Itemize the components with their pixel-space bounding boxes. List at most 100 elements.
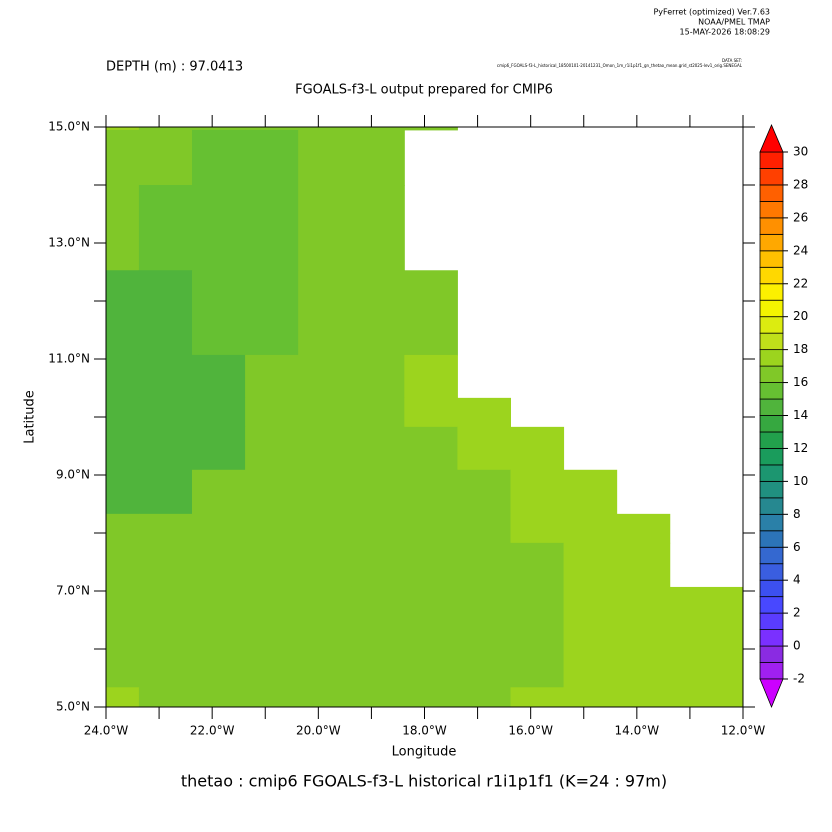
cell <box>138 185 193 271</box>
colorbar-label: 6 <box>793 540 801 554</box>
cell <box>563 586 618 688</box>
colorbar-label: 2 <box>793 606 801 620</box>
cell <box>106 127 140 131</box>
cell <box>138 354 193 399</box>
cell <box>106 469 140 515</box>
colorbar-label: 8 <box>793 507 801 521</box>
cell <box>298 127 352 131</box>
cell <box>669 586 744 688</box>
x-tick-label: 18.0°W <box>402 724 447 738</box>
cell <box>298 397 352 428</box>
colorbar-box <box>759 563 784 581</box>
colorbar-box <box>759 398 784 416</box>
cell <box>351 513 405 544</box>
cell <box>351 129 405 186</box>
y-axis-title: Latitude <box>23 390 38 444</box>
cell <box>191 586 246 688</box>
cell <box>510 513 565 544</box>
cell <box>404 469 458 515</box>
colorbar-box <box>759 448 784 466</box>
cell <box>404 542 458 588</box>
colorbar-label: 14 <box>793 408 808 422</box>
dataset-label: DATA SET: <box>722 58 742 63</box>
x-tick-label: 12.0°W <box>721 724 766 738</box>
y-tick-label: 13.0°N <box>48 236 90 250</box>
colorbar-box <box>759 612 784 630</box>
cell <box>298 185 352 271</box>
colorbar-over <box>759 123 784 153</box>
cell <box>510 469 565 515</box>
cell <box>351 270 405 356</box>
cell <box>351 127 405 131</box>
cell <box>298 270 352 356</box>
colorbar-box <box>759 184 784 202</box>
cell <box>669 687 744 708</box>
cell <box>106 129 140 186</box>
cell <box>404 426 458 471</box>
cell <box>351 185 405 271</box>
cell <box>298 129 352 186</box>
cell <box>245 127 299 131</box>
header-line: PyFerret (optimized) Ver.7.63 <box>653 8 770 17</box>
y-tick-label: 7.0°N <box>56 584 90 598</box>
cell <box>245 469 299 515</box>
cell <box>138 513 193 544</box>
colorbar-label: 26 <box>793 210 808 224</box>
colorbar-box <box>759 530 784 548</box>
cell <box>404 586 458 688</box>
cell <box>298 426 352 471</box>
cell <box>245 129 299 186</box>
colorbar-box <box>759 299 784 318</box>
footer: thetao : cmip6 FGOALS-f3-L historical r1… <box>181 772 667 791</box>
cell <box>191 354 246 399</box>
cell <box>138 586 193 688</box>
colorbar-box <box>759 645 784 663</box>
colorbar-box <box>759 266 784 285</box>
y-tick-label: 9.0°N <box>56 468 90 482</box>
cell <box>563 513 618 544</box>
x-tick-label: 16.0°W <box>508 724 553 738</box>
colorbar-label: 24 <box>793 243 808 257</box>
cell <box>616 513 671 544</box>
cell <box>106 513 140 544</box>
cell <box>106 397 140 428</box>
colorbar-box <box>759 662 784 680</box>
cell <box>245 270 299 356</box>
y-tick-label: 5.0°N <box>56 700 90 714</box>
cell <box>298 469 352 515</box>
x-tick-label: 14.0°W <box>615 724 660 738</box>
colorbar-label: -2 <box>793 672 805 686</box>
cell <box>298 687 352 708</box>
cell <box>138 129 193 186</box>
cell <box>191 513 246 544</box>
cell <box>404 513 458 544</box>
cell <box>351 354 405 399</box>
cell <box>351 469 405 515</box>
cell <box>510 426 565 471</box>
colorbar-label: 18 <box>793 342 808 356</box>
cell <box>106 426 140 471</box>
cell <box>138 426 193 471</box>
cell <box>245 542 299 588</box>
colorbar-box <box>759 365 784 383</box>
y-tick-label: 15.0°N <box>48 120 90 134</box>
cell <box>106 586 140 688</box>
colorbar-box <box>759 480 784 499</box>
chart-title: FGOALS-f3-L output prepared for CMIP6 <box>295 83 553 98</box>
cell <box>245 354 299 399</box>
colorbar-box <box>759 233 784 252</box>
cell <box>191 270 246 356</box>
cell <box>351 397 405 428</box>
cell <box>563 469 618 515</box>
cell <box>457 426 511 471</box>
cell <box>138 687 193 708</box>
colorbar-box <box>759 201 784 219</box>
cell <box>404 270 458 356</box>
cell <box>510 687 565 708</box>
colorbar-box <box>759 332 784 351</box>
colorbar-label: 4 <box>793 573 801 587</box>
cell <box>404 397 458 428</box>
cell <box>298 586 352 688</box>
cell <box>298 513 352 544</box>
cell <box>510 586 565 688</box>
